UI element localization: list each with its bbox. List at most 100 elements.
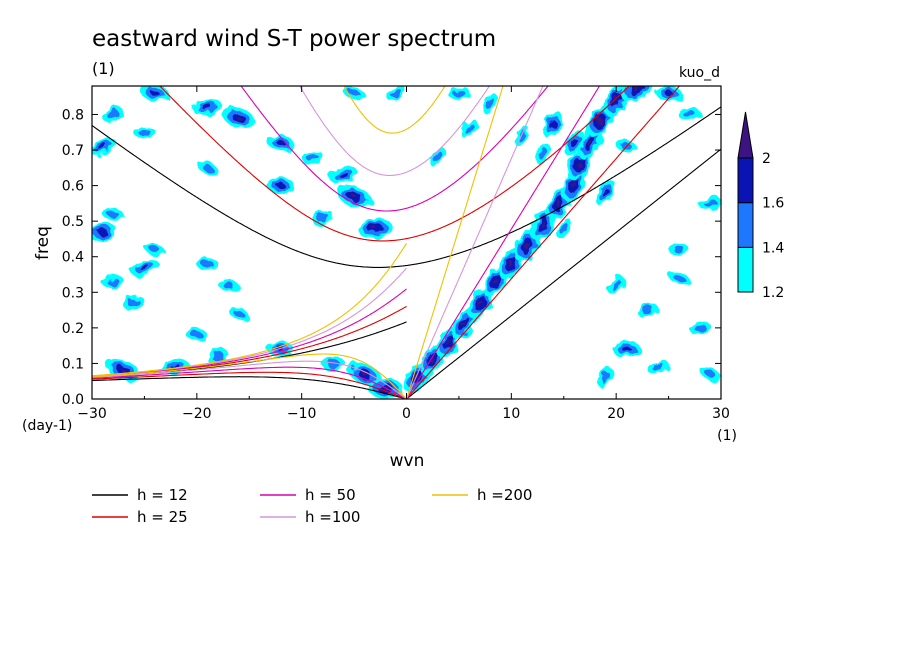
colorbar-extend-arrow [737, 111, 754, 159]
spectral-blob [107, 110, 119, 119]
spectral-blob [201, 260, 214, 268]
spectral-blob [704, 370, 717, 379]
spectral-blob [611, 279, 621, 291]
x-axis-label: wvn [390, 451, 425, 471]
colorbar-label: 1.4 [762, 240, 784, 256]
spectral-blob [634, 87, 640, 92]
spectral-blob [317, 213, 329, 222]
dispersion-curve-mrg [92, 243, 407, 377]
spectral-blob [509, 261, 514, 267]
y-tick-label: 0.4 [62, 250, 84, 266]
legend: h = 12 h = 25 h = 50 h =100 h =200 [92, 486, 532, 526]
y-tick-label: 0.0 [62, 392, 84, 408]
y-axis: 0.0 0.1 0.2 0.3 0.4 0.5 0.6 0.7 0.8 [62, 107, 721, 408]
dispersion-curve-kelvin [406, 148, 721, 399]
spectral-blob [361, 372, 368, 377]
spectral-blob [138, 128, 151, 136]
spectral-blob [683, 111, 696, 118]
y-unit-label: (day-1) [22, 418, 72, 434]
spectral-blob [540, 222, 545, 228]
spectral-blob [664, 90, 674, 96]
chart-title: eastward wind S-T power spectrum [92, 26, 496, 52]
x-tick-label: 0 [402, 406, 411, 422]
y-tick-label: 0.1 [62, 356, 84, 372]
x-tick-label: −10 [287, 406, 317, 422]
spectral-blob [550, 121, 557, 130]
spectral-blob [601, 372, 610, 384]
legend-label: h = 12 [137, 486, 188, 504]
spectral-blob [524, 243, 530, 249]
dispersion-curve-kelvin [406, 86, 601, 399]
spectral-blob [190, 331, 203, 339]
spectral-blob [372, 226, 379, 230]
spectral-blob [652, 362, 664, 371]
spectral-blob [477, 300, 483, 306]
spectral-blob [128, 299, 140, 307]
spectral-blob [390, 89, 402, 98]
spectral-blob [201, 163, 213, 172]
spectral-blob [571, 138, 578, 147]
spectral-blob [694, 324, 706, 332]
spectral-power-layer [92, 86, 721, 399]
spectral-blob [339, 172, 348, 178]
x-axis: −30 −20 −10 0 10 20 30 [77, 86, 730, 422]
legend-label: h = 50 [305, 486, 356, 504]
spectral-blob [120, 368, 127, 373]
dispersion-curve-ig [343, 86, 446, 134]
y-tick-label: 0.2 [62, 321, 84, 337]
spectral-blob [559, 222, 569, 234]
spectral-blob [327, 359, 339, 368]
dispersion-curve-kelvin [405, 86, 544, 399]
x-tick-label: −30 [77, 406, 107, 422]
x-tick-label: 20 [607, 406, 625, 422]
spectral-blob [140, 264, 149, 271]
colorbar: 1.2 1.4 1.6 2 [737, 111, 784, 301]
colorbar-swatch [737, 202, 754, 248]
x-tick-label: 30 [712, 406, 730, 422]
y-tick-label: 0.5 [62, 214, 84, 230]
dispersion-curve-rossby [92, 371, 407, 399]
spectral-blob [556, 200, 561, 207]
x-tick-label: −20 [182, 406, 212, 422]
y-axis-label: freq [33, 226, 53, 260]
spectral-blob [493, 278, 498, 285]
spectral-blob [98, 229, 107, 235]
spectral-blob [276, 140, 286, 146]
spectral-blob [641, 306, 654, 314]
spectral-blob [462, 321, 467, 328]
spectral-blob [212, 352, 224, 361]
spectral-blob [306, 153, 319, 161]
spectral-blob [673, 274, 685, 282]
spectral-blob [622, 346, 632, 352]
legend-label: h = 25 [137, 508, 188, 526]
spectral-blob [465, 123, 474, 135]
colorbar-label: 1.2 [762, 285, 784, 301]
dispersion-curve-rossby [92, 360, 407, 399]
spectral-blob [673, 246, 686, 254]
colorbar-label: 2 [762, 151, 771, 167]
dispersion-curve-ig [240, 86, 549, 212]
spectral-blob [538, 148, 548, 159]
spectral-blob [433, 151, 443, 163]
spectral-blob [235, 116, 242, 120]
dispersion-curve-ig [299, 86, 490, 176]
spectral-blob [150, 90, 160, 96]
dispersion-curves [92, 86, 721, 399]
dispersion-curve-ig [159, 86, 631, 242]
spectral-blob [598, 118, 603, 125]
x-unit-label: (1) [717, 428, 737, 444]
spectral-blob [587, 140, 593, 146]
spectral-blob [98, 143, 107, 150]
spectral-blob [704, 199, 717, 208]
spectral-blob [577, 161, 582, 167]
y-tick-label: 0.7 [62, 143, 84, 159]
legend-label: h =200 [477, 486, 532, 504]
plot-area [92, 86, 721, 399]
dispersion-curve-kelvin [405, 86, 504, 399]
colorbar-swatch [737, 246, 754, 293]
y-tick-label: 0.3 [62, 285, 84, 301]
y-tick-label: 0.6 [62, 179, 84, 195]
spectral-blob [233, 309, 245, 318]
